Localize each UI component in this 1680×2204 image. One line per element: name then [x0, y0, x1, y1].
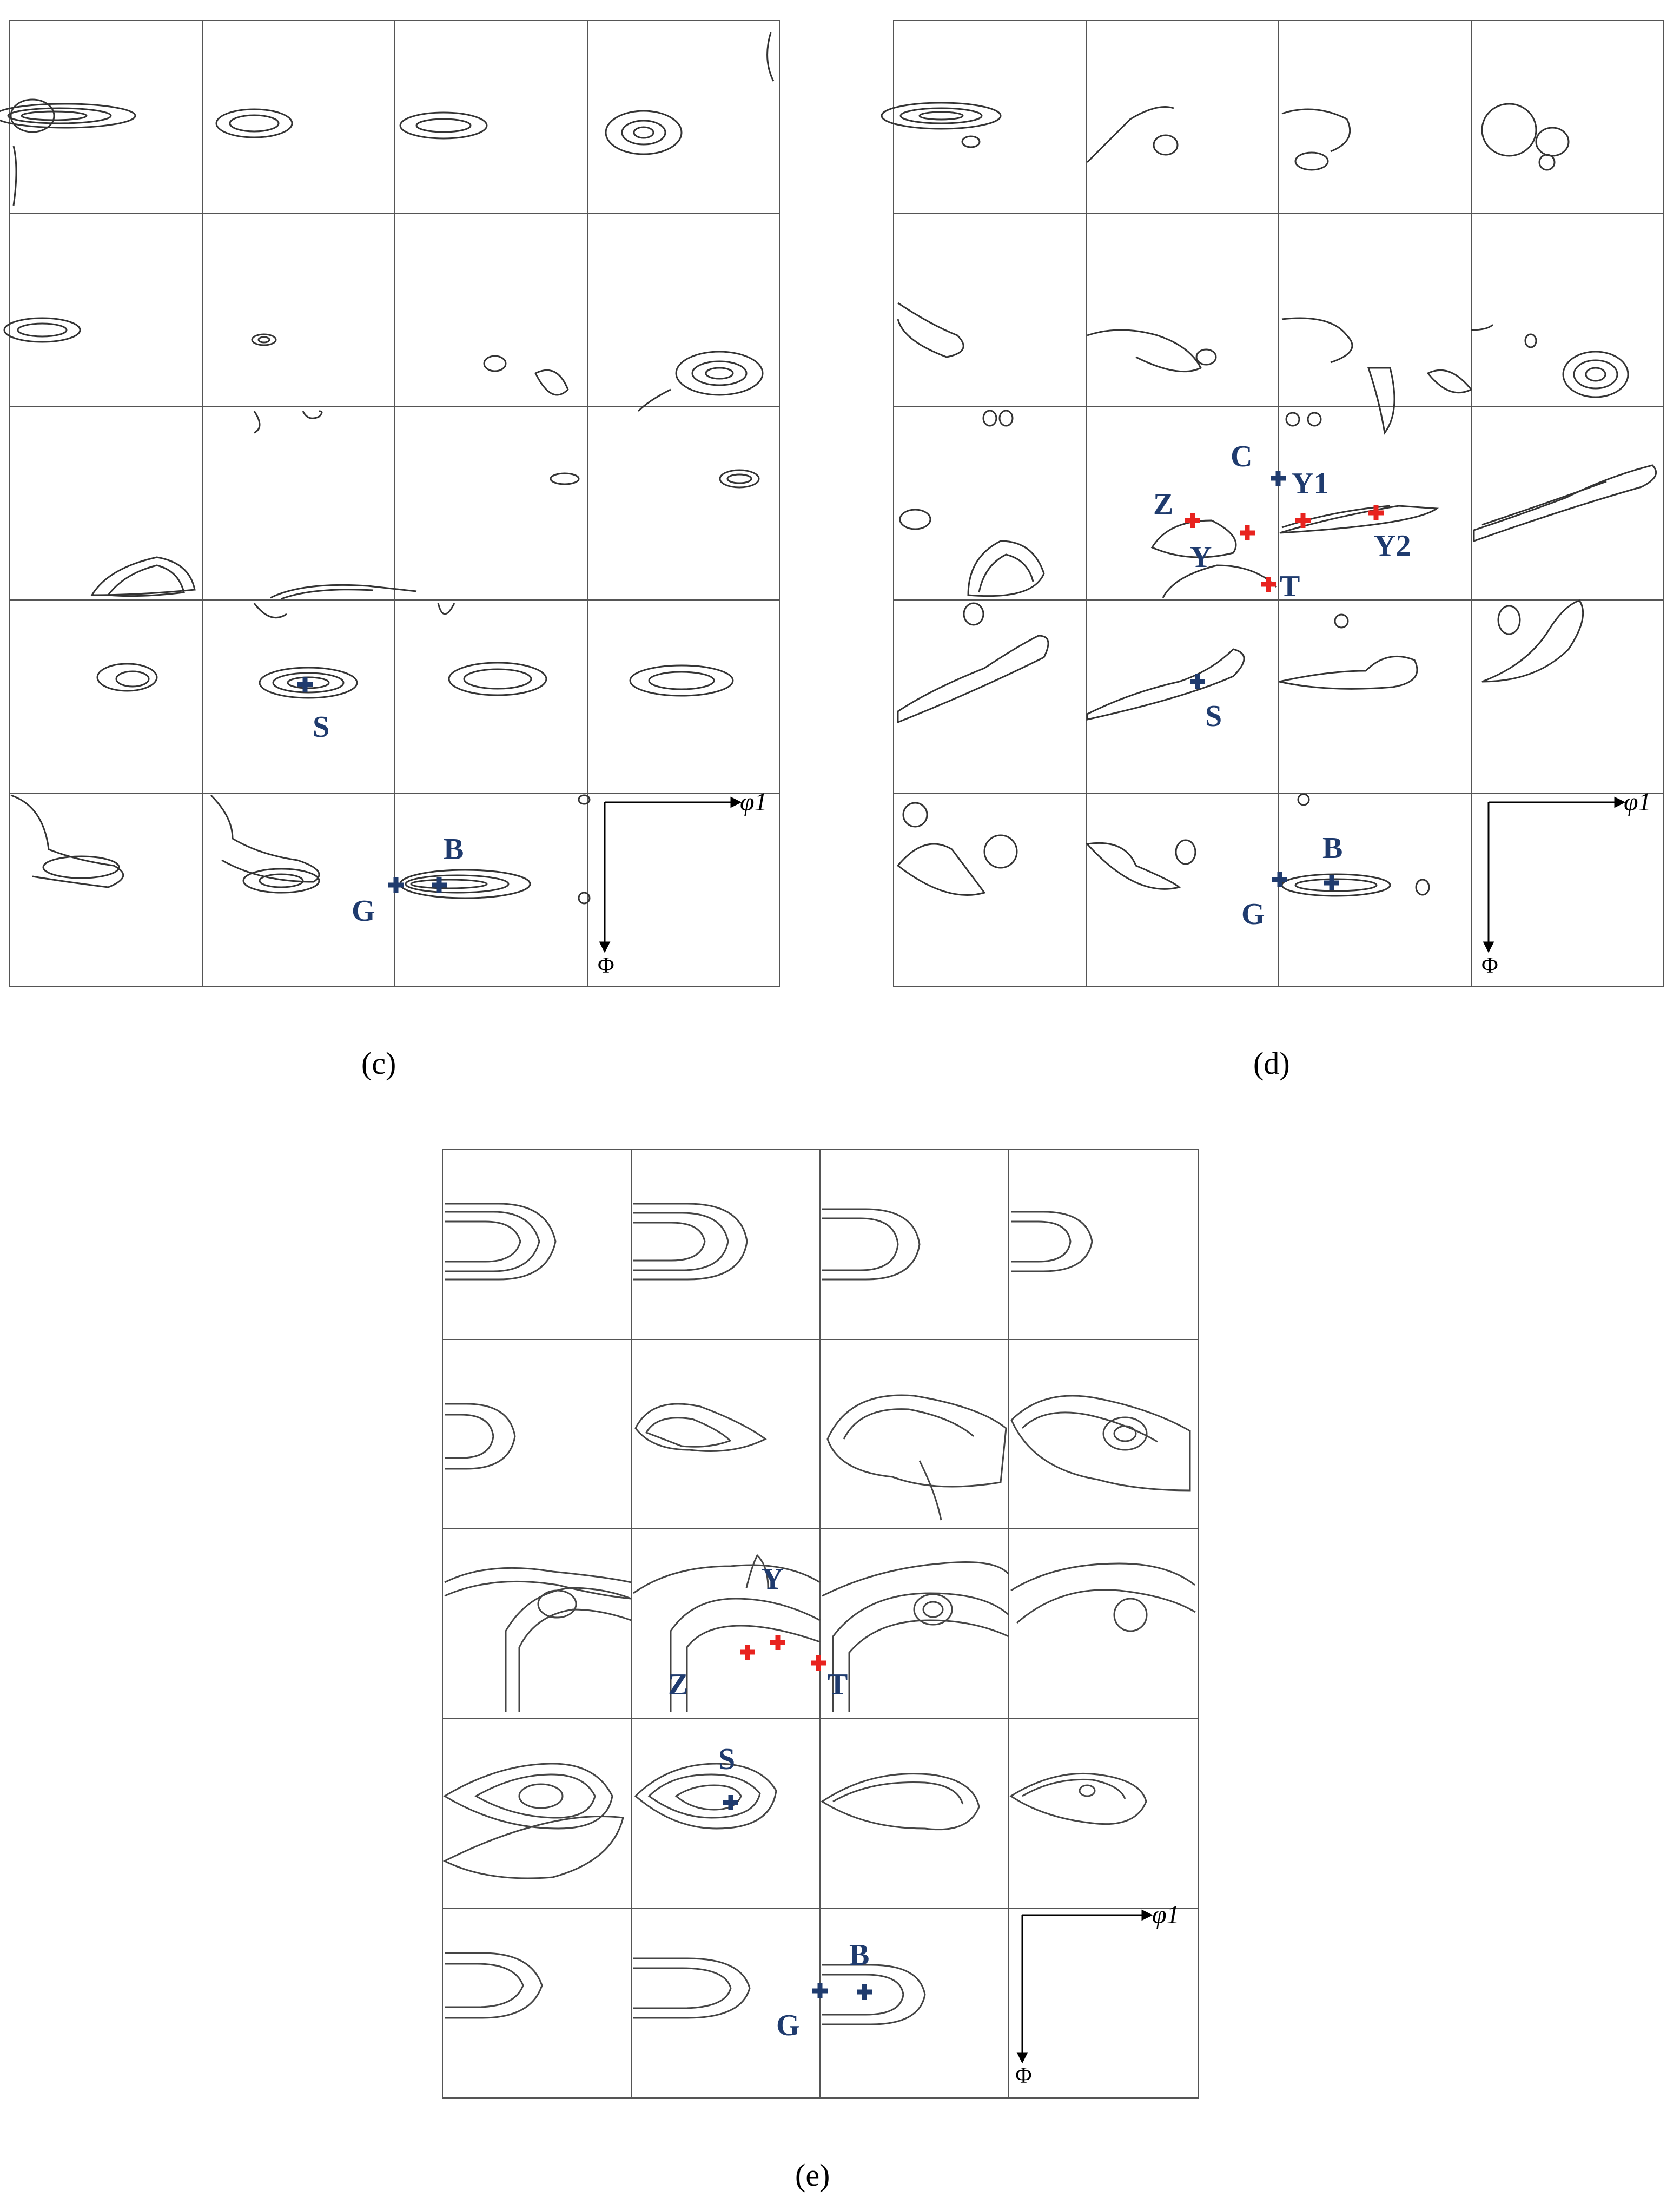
marker-b-cross [857, 1984, 872, 2000]
panel-e-grid [442, 1149, 1199, 2099]
marker-b-label: B [444, 833, 464, 866]
marker-g-cross [812, 1983, 828, 1998]
panel-d-x-axis-label: φ1 [1624, 788, 1651, 816]
marker-s-label: S [313, 710, 329, 744]
panel-c: φ1 Φ S B G (c) [0, 20, 780, 1081]
marker-g-cross [388, 877, 404, 893]
marker-z-label: Z [1153, 487, 1173, 521]
panel-c-caption: (c) [361, 1046, 396, 1081]
marker-b-cross [1324, 875, 1339, 890]
panel-d-y-axis-label: Φ [1481, 953, 1498, 978]
marker-y1-label: Y1 [1292, 467, 1328, 500]
panel-d-contours [881, 102, 1657, 897]
marker-y-label: Y [762, 1562, 783, 1596]
panel-e-axis-inset [1016, 1909, 1153, 2064]
panel-c-x-axis-label: φ1 [740, 788, 768, 816]
marker-c-cross [1271, 471, 1286, 486]
marker-g-label: G [352, 894, 375, 928]
marker-z-cross [740, 1645, 755, 1660]
marker-g-cross [1272, 872, 1287, 887]
marker-g-label: G [1241, 898, 1265, 931]
panel-d: φ1 Φ C Y1 Z Y T Y2 S B G (d) [881, 20, 1664, 1081]
panel-e-y-axis-label: Φ [1015, 2063, 1032, 2088]
panel-d-caption: (d) [1253, 1046, 1290, 1081]
marker-t-cross [811, 1655, 826, 1671]
panel-d-grid [893, 20, 1664, 987]
panel-c-axis-inset [599, 796, 742, 953]
panel-e-x-axis-label: φ1 [1152, 1901, 1180, 1929]
marker-c-label: C [1231, 440, 1252, 473]
panel-d-axis-inset [1483, 796, 1626, 953]
marker-y2-label: Y2 [1374, 529, 1411, 563]
marker-t-cross [1261, 577, 1276, 592]
marker-s-label: S [1205, 700, 1222, 733]
marker-y-cross [1240, 525, 1255, 540]
panel-e: φ1 Φ Y Z T S B G (e) [442, 1149, 1199, 2193]
marker-g-label: G [776, 2009, 800, 2042]
marker-z-cross [1185, 513, 1200, 528]
panel-e-caption: (e) [795, 2157, 830, 2193]
panel-c-y-axis-label: Φ [598, 953, 614, 978]
marker-t-label: T [1280, 570, 1300, 603]
marker-s-label: S [718, 1743, 735, 1776]
marker-y-cross [770, 1635, 785, 1650]
marker-z-label: Z [668, 1668, 688, 1701]
marker-s-cross [297, 677, 313, 692]
panel-e-contours [442, 1203, 1196, 2025]
panel-c-contours [0, 32, 775, 905]
marker-y-label: Y [1190, 540, 1212, 574]
panel-c-grid [9, 20, 780, 987]
marker-y1-cross [1295, 513, 1311, 528]
marker-b-label: B [1322, 832, 1342, 865]
marker-t-label: T [828, 1668, 848, 1701]
marker-b-label: B [849, 1938, 869, 1972]
